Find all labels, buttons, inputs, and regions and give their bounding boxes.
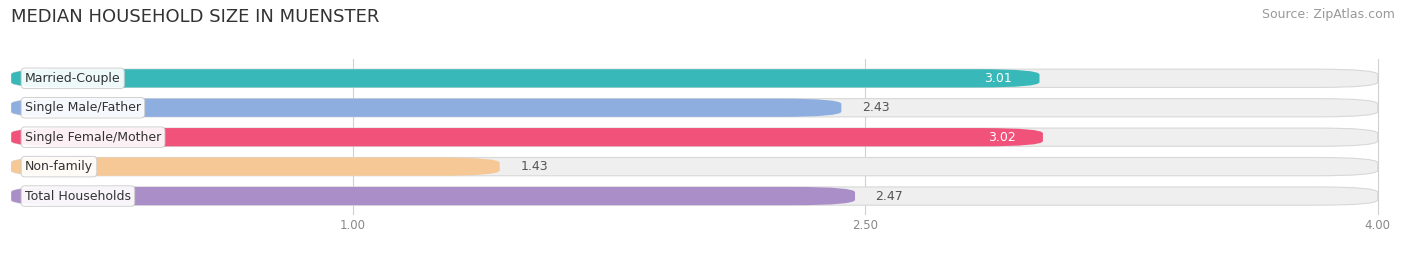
- FancyBboxPatch shape: [11, 69, 1378, 87]
- Text: 2.47: 2.47: [876, 190, 903, 203]
- Text: 3.01: 3.01: [984, 72, 1012, 85]
- FancyBboxPatch shape: [11, 158, 499, 176]
- Text: Total Households: Total Households: [25, 190, 131, 203]
- FancyBboxPatch shape: [11, 69, 1039, 87]
- Text: 1.43: 1.43: [520, 160, 548, 173]
- Text: Single Male/Father: Single Male/Father: [25, 101, 141, 114]
- FancyBboxPatch shape: [11, 187, 855, 205]
- Text: Source: ZipAtlas.com: Source: ZipAtlas.com: [1261, 8, 1395, 21]
- Text: 2.43: 2.43: [862, 101, 890, 114]
- Text: Married-Couple: Married-Couple: [25, 72, 121, 85]
- FancyBboxPatch shape: [11, 99, 1378, 117]
- FancyBboxPatch shape: [11, 128, 1043, 146]
- Text: MEDIAN HOUSEHOLD SIZE IN MUENSTER: MEDIAN HOUSEHOLD SIZE IN MUENSTER: [11, 8, 380, 26]
- FancyBboxPatch shape: [11, 187, 1378, 205]
- FancyBboxPatch shape: [11, 158, 1378, 176]
- Text: Non-family: Non-family: [25, 160, 93, 173]
- FancyBboxPatch shape: [11, 128, 1378, 146]
- Text: 3.02: 3.02: [988, 131, 1015, 144]
- FancyBboxPatch shape: [11, 99, 841, 117]
- Text: Single Female/Mother: Single Female/Mother: [25, 131, 162, 144]
